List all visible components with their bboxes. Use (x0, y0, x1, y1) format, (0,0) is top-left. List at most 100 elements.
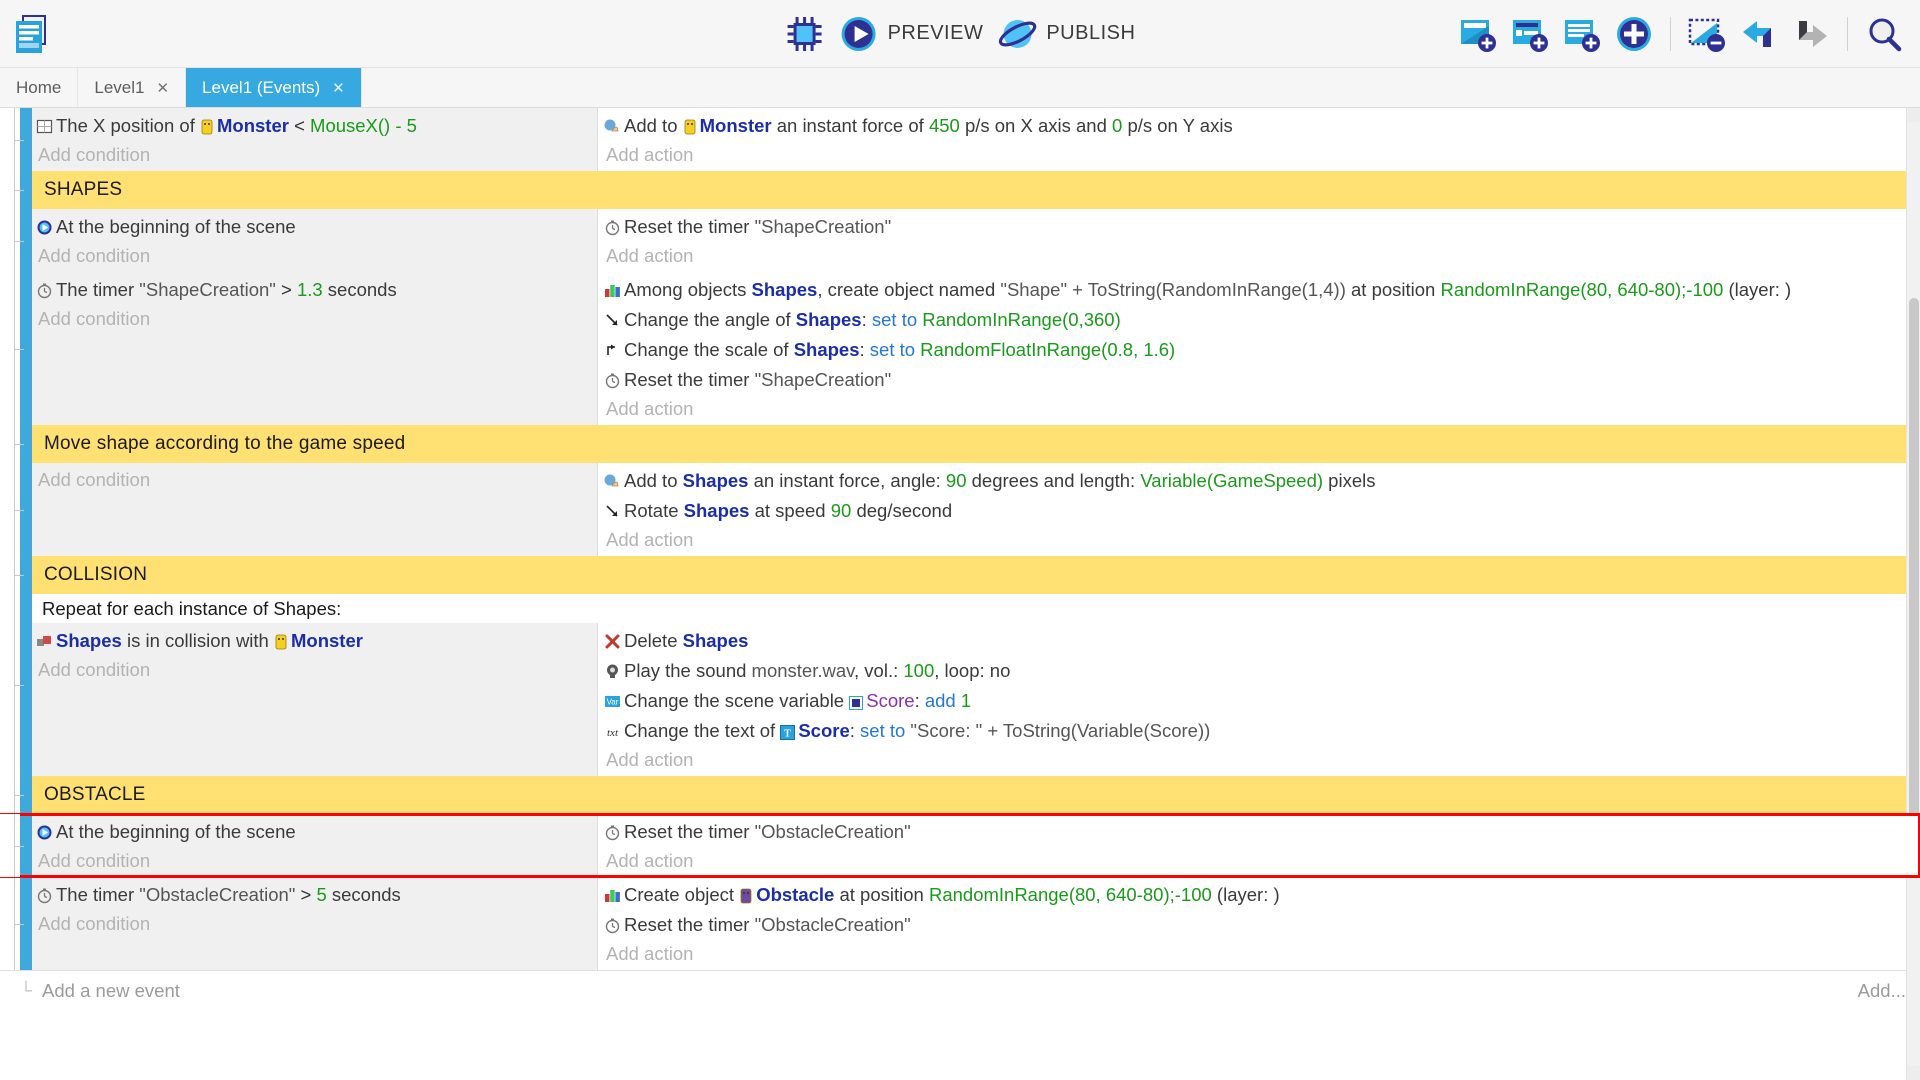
add-condition-placeholder[interactable]: Add condition (38, 659, 151, 680)
add-external-layout-icon[interactable] (1510, 14, 1550, 54)
conditions-column[interactable]: Shapes is in collision with Monster Add c… (32, 623, 598, 776)
event-row[interactable]: The timer "ObstacleCreation" > 5 seconds… (0, 877, 1920, 970)
tree-corner-glyph: └ (20, 980, 33, 1000)
add-condition-placeholder[interactable]: Add condition (38, 144, 151, 165)
add-external-events-icon[interactable] (1562, 14, 1602, 54)
compare-icon (36, 116, 53, 141)
instruction-token: (layer: ) (1723, 279, 1792, 300)
vertical-scrollbar[interactable] (1906, 108, 1920, 1080)
tab-level1-events[interactable]: Level1 (Events) ✕ (186, 68, 362, 107)
events-sheet[interactable]: The X position of Monster < MouseX() - 5… (0, 108, 1920, 1080)
add-condition-placeholder[interactable]: Add condition (38, 850, 151, 871)
event-row[interactable]: The timer "ShapeCreation" > 1.3 seconds A… (0, 272, 1920, 425)
conditions-column[interactable]: At the beginning of the scene Add conditi… (32, 814, 598, 877)
instruction-token: > (295, 884, 317, 905)
event-instruction[interactable]: At the beginning of the scene (36, 818, 597, 848)
event-instruction[interactable]: Add to Monster an instant force of 450 p… (604, 112, 1920, 142)
tab-level1[interactable]: Level1 ✕ (78, 68, 187, 107)
event-row[interactable]: Add condition Add to Shapes an instant fo… (0, 463, 1920, 556)
actions-column[interactable]: Reset the timer "ShapeCreation" Add actio… (598, 209, 1920, 272)
add-new-event-label[interactable]: Add a new event (42, 979, 180, 1001)
conditions-column[interactable]: The X position of Monster < MouseX() - 5… (32, 108, 598, 171)
add-scene-icon[interactable] (1458, 14, 1498, 54)
actions-column[interactable]: Among objects Shapes, create object name… (598, 272, 1920, 425)
event-instruction[interactable]: Delete Shapes (604, 627, 1920, 657)
event-instruction[interactable]: Shapes is in collision with Monster (36, 627, 597, 657)
actions-column[interactable]: Reset the timer "ObstacleCreation" Add ac… (598, 814, 1920, 877)
actions-column[interactable]: Add to Shapes an instant force, angle: 9… (598, 463, 1920, 556)
event-instruction[interactable]: At the beginning of the scene (36, 213, 597, 243)
event-row[interactable]: Repeat for each instance of Shapes: Shape… (0, 594, 1920, 776)
event-group-row[interactable]: SHAPES (0, 171, 1920, 209)
event-instruction[interactable]: Reset the timer "ShapeCreation" (604, 366, 1920, 396)
add-menu-label[interactable]: Add... (1857, 979, 1906, 1001)
event-instruction[interactable]: Create object Obstacle at position Rando… (604, 881, 1920, 911)
add-action-placeholder[interactable]: Add action (606, 749, 694, 770)
instruction-token: set to (860, 720, 906, 741)
scrollbar-thumb[interactable] (1909, 298, 1919, 878)
event-instruction[interactable]: Reset the timer "ObstacleCreation" (604, 818, 1920, 848)
event-group-row[interactable]: Move shape according to the game speed (0, 425, 1920, 463)
add-condition-placeholder[interactable]: Add condition (38, 245, 151, 266)
scroll-up-arrow[interactable] (1907, 108, 1920, 122)
gdevelop-documents-icon[interactable] (10, 11, 56, 57)
add-new-event-row[interactable]: └ Add a new event Add... (0, 970, 1920, 1010)
actions-column[interactable]: Create object Obstacle at position Rando… (598, 877, 1920, 970)
event-instruction[interactable]: The timer "ObstacleCreation" > 5 seconds (36, 881, 597, 911)
tab-home[interactable]: Home (0, 68, 79, 107)
conditions-column[interactable]: The timer "ObstacleCreation" > 5 seconds… (32, 877, 598, 970)
add-condition-placeholder[interactable]: Add condition (38, 469, 151, 490)
event-row[interactable]: The X position of Monster < MouseX() - 5… (0, 108, 1920, 171)
event-row[interactable]: At the beginning of the scene Add conditi… (0, 813, 1920, 878)
event-instruction[interactable]: Change the scale of Shapes: set to Rando… (604, 336, 1920, 366)
event-instruction[interactable]: Play the sound monster.wav, vol.: 100, l… (604, 657, 1920, 687)
event-instruction[interactable]: Change the angle of Shapes: set to Rando… (604, 306, 1920, 336)
add-action-placeholder[interactable]: Add action (606, 943, 694, 964)
event-depth-bar (20, 209, 32, 272)
add-plus-circle-icon[interactable] (1614, 14, 1654, 54)
remove-event-icon[interactable] (1687, 14, 1727, 54)
event-instruction[interactable]: The timer "ShapeCreation" > 1.3 seconds (36, 276, 597, 306)
add-action-placeholder[interactable]: Add action (606, 529, 694, 550)
group-title[interactable]: OBSTACLE (32, 776, 1920, 814)
add-condition-placeholder[interactable]: Add condition (38, 913, 151, 934)
add-action-placeholder[interactable]: Add action (606, 144, 694, 165)
repeat-label[interactable]: Repeat for each instance of Shapes: (32, 594, 1920, 623)
group-title[interactable]: Move shape according to the game speed (32, 425, 1920, 463)
publish-button[interactable]: PUBLISH (997, 14, 1135, 54)
actions-column[interactable]: Delete Shapes Play the sound monster.wav,… (598, 623, 1920, 776)
event-instruction[interactable]: Var Change the scene variable Score: add … (604, 687, 1920, 717)
event-instruction[interactable]: The X position of Monster < MouseX() - 5 (36, 112, 597, 142)
add-action-placeholder[interactable]: Add action (606, 398, 694, 419)
event-instruction[interactable]: Reset the timer "ObstacleCreation" (604, 911, 1920, 941)
search-icon[interactable] (1864, 14, 1904, 54)
preview-button[interactable]: PREVIEW (839, 14, 984, 54)
undo-icon[interactable] (1739, 14, 1779, 54)
group-title[interactable]: COLLISION (32, 556, 1920, 594)
conditions-column[interactable]: Add condition (32, 463, 598, 556)
event-instruction[interactable]: txt Change the text of T Score: set to "Sc… (604, 717, 1920, 747)
scroll-down-arrow[interactable] (1907, 1066, 1920, 1080)
event-body: At the beginning of the scene Add conditi… (32, 209, 1920, 272)
instruction-token: 1 (955, 690, 972, 711)
add-action-placeholder[interactable]: Add action (606, 245, 694, 266)
instruction-token: Change the scene variable (624, 690, 850, 711)
event-row[interactable]: At the beginning of the scene Add conditi… (0, 209, 1920, 272)
conditions-column[interactable]: The timer "ShapeCreation" > 1.3 seconds A… (32, 272, 598, 425)
close-icon[interactable]: ✕ (332, 79, 345, 97)
debug-chip-icon[interactable] (785, 14, 825, 54)
close-icon[interactable]: ✕ (156, 79, 170, 97)
instruction-token: 0 (1112, 115, 1123, 136)
event-instruction[interactable]: Reset the timer "ShapeCreation" (604, 213, 1920, 243)
add-condition-placeholder[interactable]: Add condition (38, 308, 151, 329)
redo-icon[interactable] (1791, 14, 1831, 54)
actions-column[interactable]: Add to Monster an instant force of 450 p… (598, 108, 1920, 171)
event-instruction[interactable]: Among objects Shapes, create object name… (604, 276, 1920, 306)
event-instruction[interactable]: Add to Shapes an instant force, angle: 9… (604, 467, 1920, 497)
event-group-row[interactable]: OBSTACLE (0, 776, 1920, 814)
conditions-column[interactable]: At the beginning of the scene Add conditi… (32, 209, 598, 272)
group-title[interactable]: SHAPES (32, 171, 1920, 209)
add-action-placeholder[interactable]: Add action (606, 850, 694, 871)
event-instruction[interactable]: Rotate Shapes at speed 90 deg/second (604, 497, 1920, 527)
event-group-row[interactable]: COLLISION (0, 556, 1920, 594)
